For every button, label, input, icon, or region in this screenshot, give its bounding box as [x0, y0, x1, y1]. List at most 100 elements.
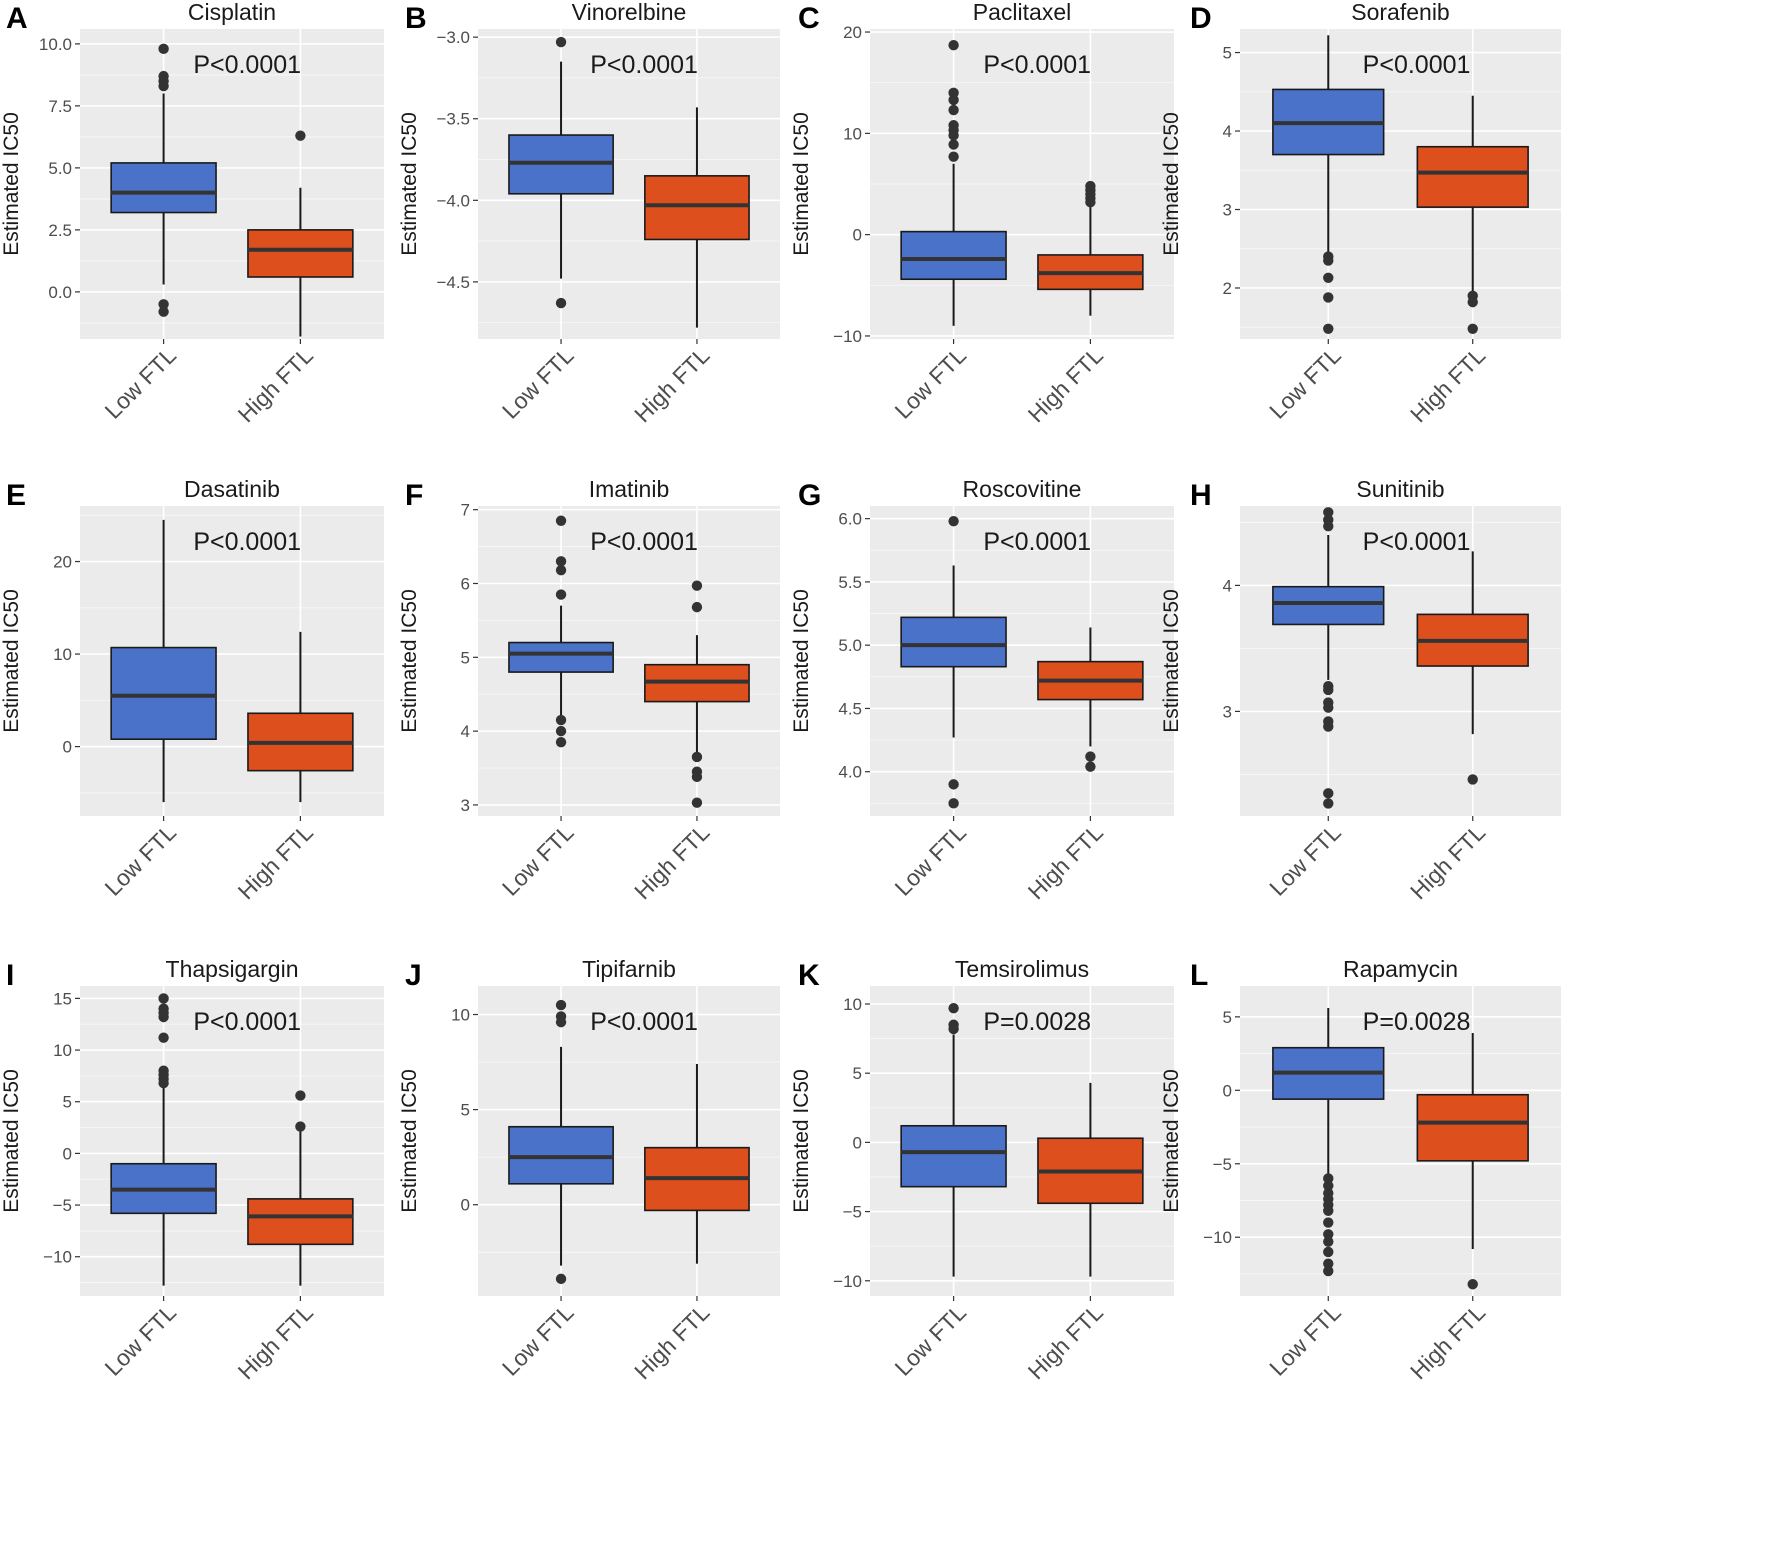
outlier-point	[1323, 1258, 1334, 1269]
p-value-label: P<0.0001	[1363, 528, 1471, 556]
y-tick-label: 5.5	[838, 573, 862, 592]
x-tick-label: Low FTL	[497, 819, 579, 901]
outlier-point	[158, 1011, 169, 1023]
box-high-ftl	[1416, 551, 1529, 785]
box-low-ftl	[1272, 507, 1385, 809]
y-tick-label: 5	[461, 1101, 470, 1120]
y-tick-label: 4	[1223, 122, 1232, 141]
panel-title: Tipifarnib	[582, 956, 676, 982]
outlier-point	[158, 80, 169, 92]
box-low-ftl	[1272, 35, 1385, 334]
y-tick-label: 0	[1223, 1081, 1232, 1100]
panel-letter: L	[1190, 959, 1208, 992]
panel-letter: D	[1190, 2, 1212, 35]
box-low-ftl	[900, 515, 1007, 809]
x-tick-label: High FTL	[233, 819, 318, 904]
y-tick-label: 10	[53, 1041, 72, 1060]
outlier-point	[948, 515, 959, 527]
outlier-point	[1323, 507, 1334, 518]
y-tick-label: 10	[451, 1006, 470, 1025]
x-tick-label: Low FTL	[889, 1299, 971, 1381]
y-tick-label: 5	[853, 1064, 862, 1083]
y-tick-label: 2	[1223, 279, 1232, 298]
outlier-point	[1323, 1229, 1334, 1240]
panel-letter: E	[6, 479, 26, 512]
outlier-point	[1323, 702, 1334, 713]
panel-title: Cisplatin	[188, 0, 276, 25]
panel-l: −10 −5 0 5 Low FTL High FTL Estimated IC50 Rapa…	[1160, 956, 1561, 1384]
x-tick-label: High FTL	[629, 342, 714, 427]
outlier-point	[1323, 1205, 1334, 1216]
outlier-point	[158, 306, 169, 317]
box-high-ftl	[1037, 1082, 1144, 1277]
y-tick-label: 4	[461, 722, 470, 741]
iqr-box	[110, 162, 217, 214]
iqr-box	[900, 230, 1007, 281]
y-tick-label: 10	[843, 124, 862, 143]
iqr-box	[508, 641, 614, 673]
box-low-ftl	[508, 515, 614, 748]
panel-letter: A	[6, 2, 28, 35]
x-tick-label: Low FTL	[1264, 819, 1346, 901]
y-axis-label: Estimated IC50	[790, 589, 813, 733]
y-tick-label: 2.5	[48, 221, 72, 240]
panel-title: Sunitinib	[1356, 476, 1444, 502]
outlier-point	[948, 104, 959, 116]
y-axis-label: Estimated IC50	[1160, 112, 1183, 256]
y-axis-label: Estimated IC50	[0, 112, 23, 256]
iqr-box	[110, 646, 217, 740]
p-value-label: P<0.0001	[590, 1008, 698, 1036]
outlier-point	[158, 993, 169, 1004]
outlier-point	[555, 36, 567, 48]
y-tick-label: 0	[853, 1133, 862, 1152]
outlier-point	[295, 1090, 306, 1101]
x-tick-label: High FTL	[1405, 819, 1490, 904]
iqr-box	[900, 616, 1007, 668]
x-tick-label: High FTL	[1023, 1299, 1108, 1384]
outlier-point	[1467, 323, 1478, 334]
outlier-point	[1323, 1265, 1334, 1277]
iqr-box	[247, 229, 354, 278]
y-tick-label: −3.5	[436, 110, 470, 129]
panel-letter: G	[798, 479, 821, 512]
panel-title: Thapsigargin	[166, 956, 299, 982]
outlier-point	[555, 714, 567, 726]
y-tick-label: 0	[461, 1196, 470, 1215]
y-tick-label: 3	[461, 796, 470, 815]
panel-letter: C	[798, 2, 820, 35]
panel-g: 4.0 4.5 5.0 5.5 6.0 Low FTL High FTL Estimated …	[790, 476, 1174, 904]
outlier-point	[1323, 1180, 1334, 1192]
panel-letter: J	[405, 959, 422, 992]
p-value-label: P<0.0001	[983, 51, 1091, 79]
box-high-ftl	[644, 107, 750, 328]
y-tick-label: 0	[63, 1144, 72, 1163]
y-tick-label: 7.5	[48, 97, 72, 116]
x-tick-label: High FTL	[1023, 342, 1108, 427]
x-tick-label: High FTL	[629, 819, 714, 904]
box-low-ftl	[900, 1002, 1007, 1277]
outlier-point	[1323, 520, 1334, 532]
outlier-point	[555, 589, 567, 600]
panel-title: Paclitaxel	[973, 0, 1071, 25]
y-tick-label: 3	[1223, 702, 1232, 721]
y-tick-label: 10	[53, 645, 72, 664]
outlier-point	[1323, 684, 1334, 696]
y-tick-label: −5	[1213, 1155, 1232, 1174]
x-tick-label: High FTL	[233, 1299, 318, 1384]
outlier-point	[1085, 751, 1096, 762]
box-high-ftl	[247, 130, 354, 337]
outlier-point	[1323, 292, 1334, 303]
outlier-point	[158, 1077, 169, 1089]
outlier-point	[1323, 1236, 1334, 1247]
outlier-point	[1323, 798, 1334, 809]
y-axis-label: Estimated IC50	[0, 589, 23, 733]
outlier-point	[948, 130, 959, 141]
y-tick-label: 5.0	[48, 159, 72, 178]
panel-title: Dasatinib	[184, 476, 280, 502]
outlier-point	[1323, 721, 1334, 732]
outlier-point	[295, 1121, 306, 1132]
y-tick-label: 10	[843, 995, 862, 1014]
y-tick-label: 5.0	[838, 636, 862, 655]
y-tick-label: 4	[1223, 576, 1232, 595]
outlier-point	[1467, 296, 1478, 308]
